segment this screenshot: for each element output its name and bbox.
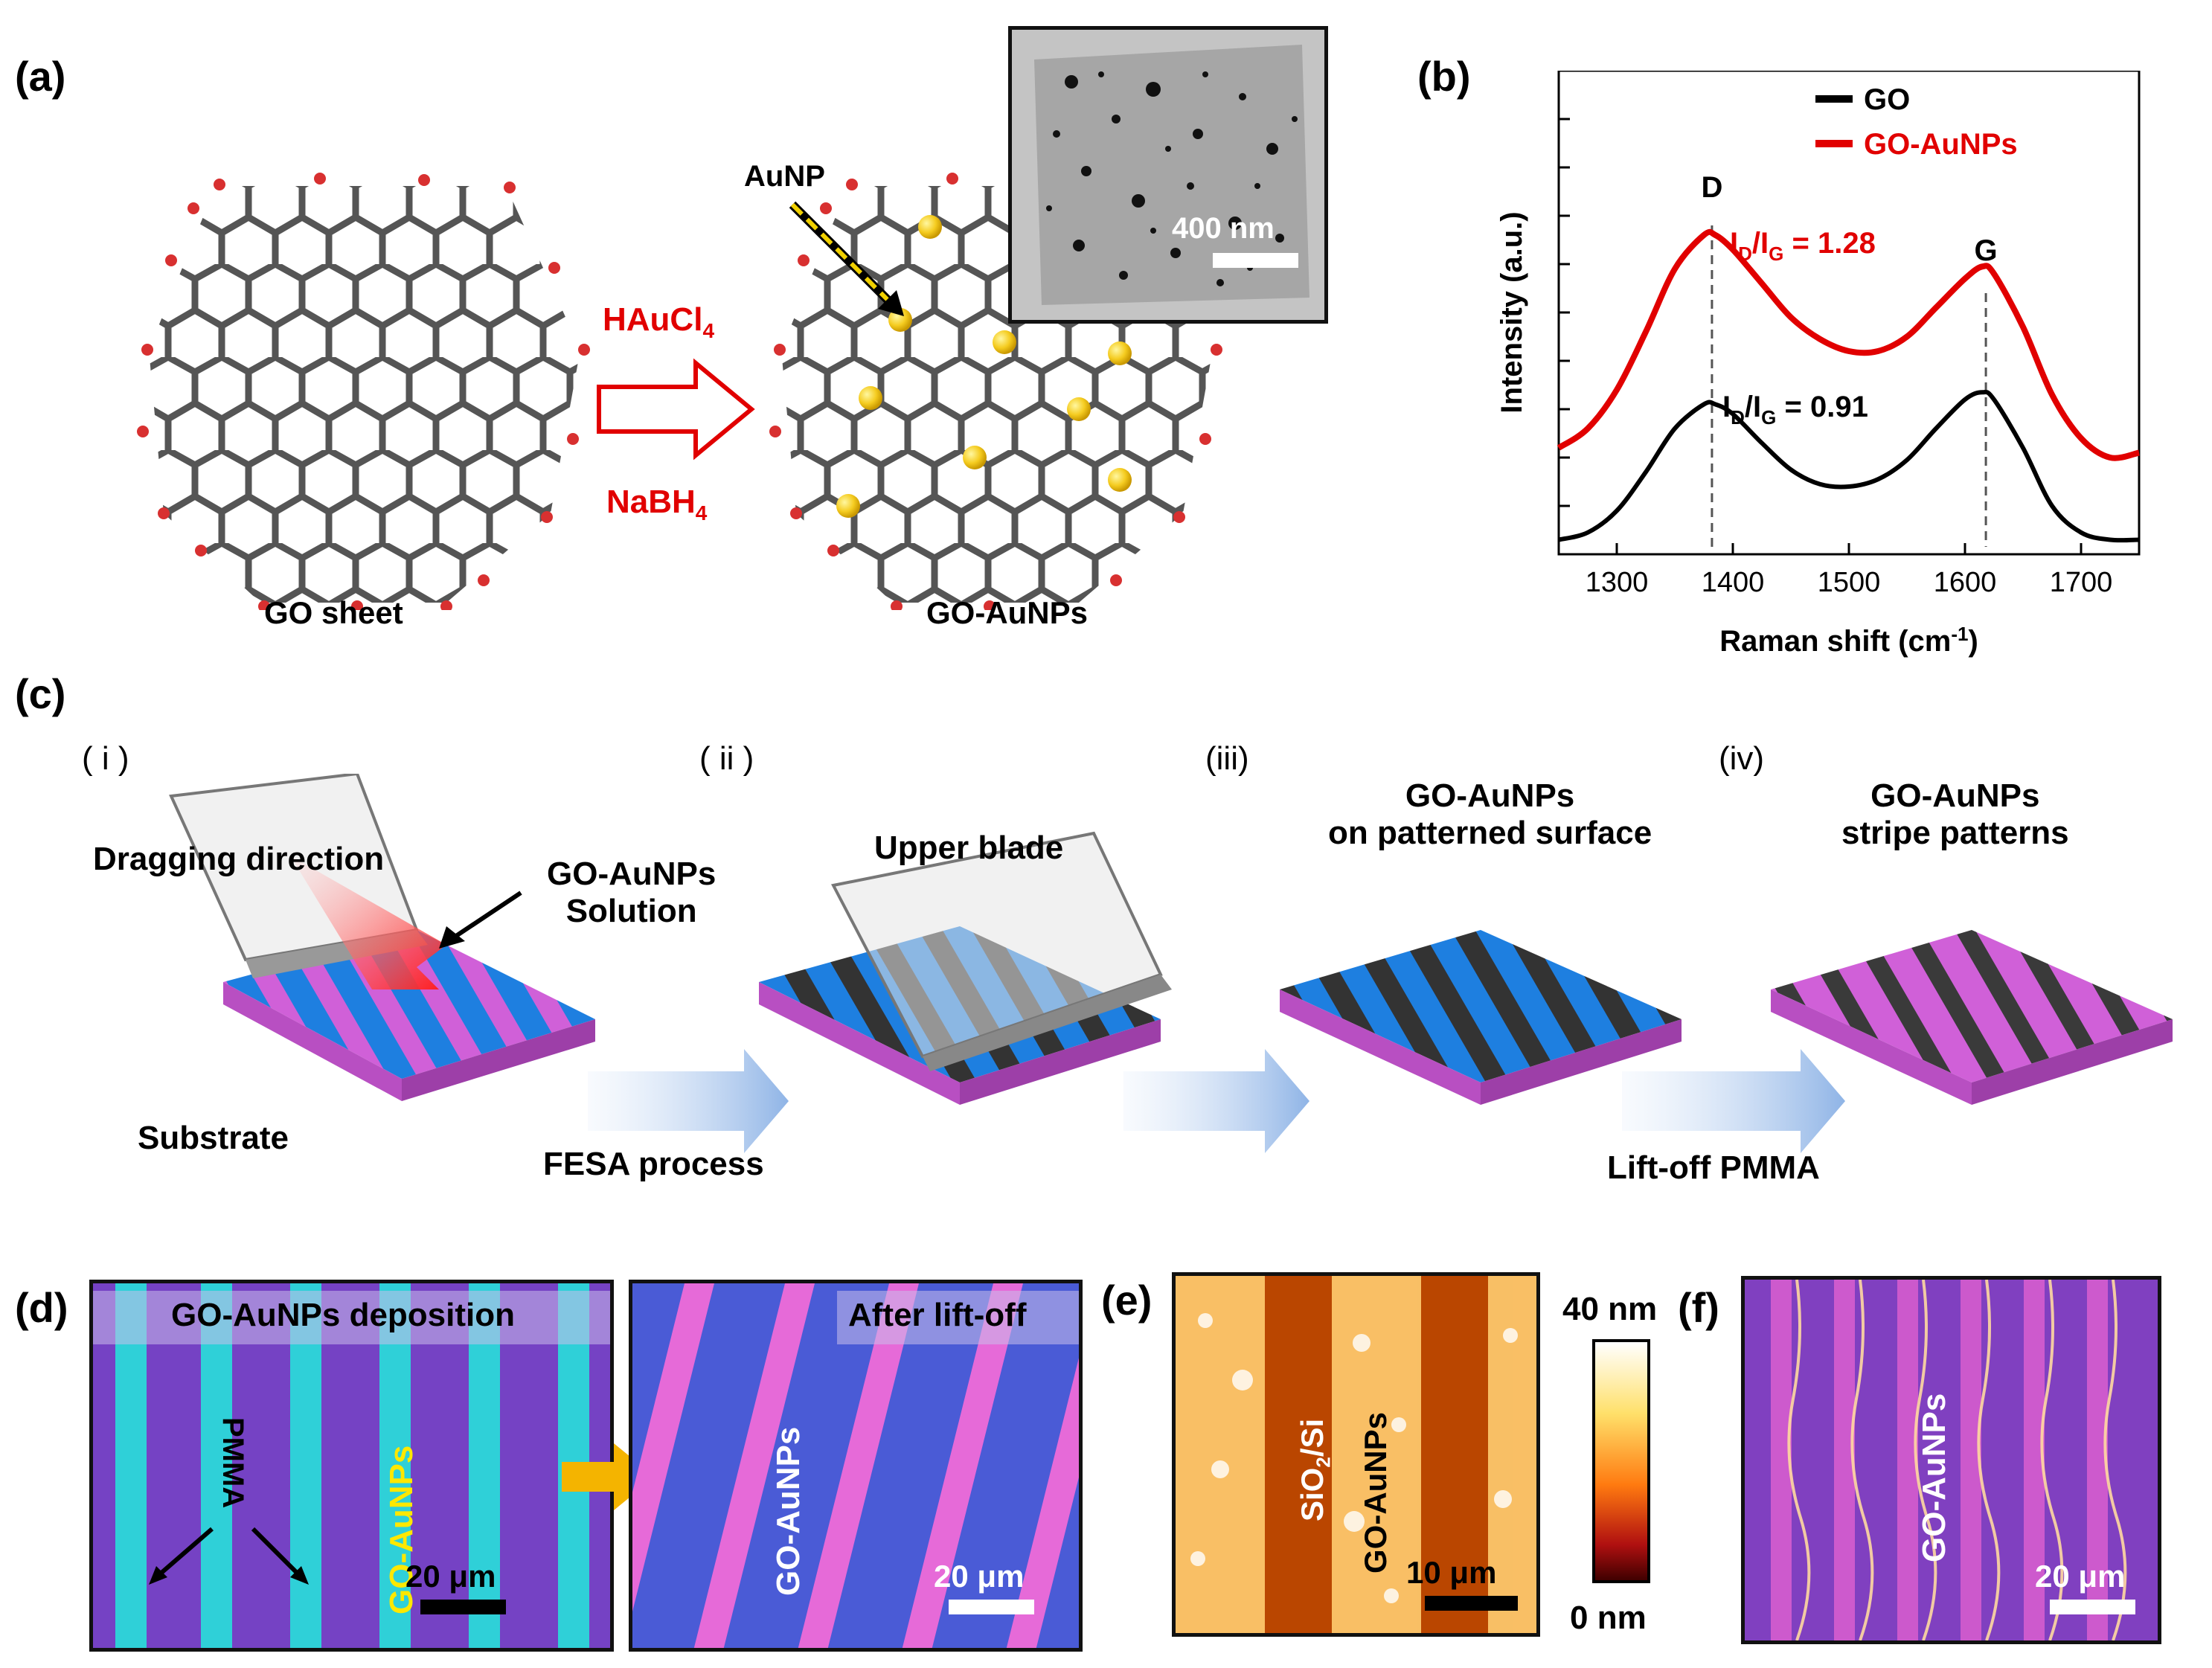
upper-blade-label: Upper blade xyxy=(874,830,1064,866)
reagent-haucl4: HAuCl4 xyxy=(603,301,715,342)
tem-inset: 400 nm xyxy=(1008,26,1328,324)
fesa-schematic xyxy=(169,774,2173,1153)
dragging-direction-label: Dragging direction xyxy=(93,841,385,877)
reagent-nabh4: NaBH4 xyxy=(606,484,708,525)
deposition-title: GO-AuNPs deposition xyxy=(171,1297,515,1333)
panel-label-d: (d) xyxy=(15,1284,68,1331)
series-go-line xyxy=(1558,390,2140,543)
ratio-red-annotation: ID/IG = 1.28 xyxy=(1730,227,1876,265)
step-iii-label: (iii) xyxy=(1205,740,1249,777)
raman-x-ticks: 1300 1400 1500 1600 1700 xyxy=(1586,543,2113,598)
fesa-process-label: FESA process xyxy=(543,1146,764,1182)
colorbar-max-label: 40 nm xyxy=(1562,1291,1658,1327)
aunp-pointer-arrow xyxy=(789,201,904,316)
flow-arrow-2 xyxy=(1123,1049,1309,1153)
x-tick-label: 1300 xyxy=(1586,567,1649,598)
liftoff-title-bg xyxy=(837,1291,1079,1344)
legend-go-aunps-label: GO-AuNPs xyxy=(1864,128,2018,161)
pmma-pointer-arrows xyxy=(149,1527,309,1585)
optical-image-f: GO-AuNPs 20 μm xyxy=(1741,1276,2161,1644)
liftoff-goaunps-label: GO-AuNPs xyxy=(770,1426,807,1596)
liftoff-scale-bar xyxy=(949,1600,1034,1614)
go-sheet-lattice xyxy=(137,173,590,610)
solution-pointer-arrow xyxy=(452,891,522,940)
substrate-step-iii xyxy=(1280,930,1682,1105)
optical-image-deposition: GO-AuNPs deposition PMMA GO-AuNPs 20 μm xyxy=(89,1280,614,1652)
substrate-step-ii xyxy=(759,831,1172,1105)
stripe-patterns-label: GO-AuNPs stripe patterns xyxy=(1841,777,2069,851)
colorbar-min-label: 0 nm xyxy=(1570,1600,1647,1636)
afm-scale-label: 10 μm xyxy=(1406,1555,1497,1590)
peak-d-label: D xyxy=(1701,171,1722,204)
go-sheet-caption: GO sheet xyxy=(264,595,403,630)
substrate-label: Substrate xyxy=(138,1120,289,1156)
deposition-scale-label: 20 μm xyxy=(405,1559,496,1594)
gold-nanoparticles xyxy=(836,215,1132,518)
afm-goaunps-label: GO-AuNPs xyxy=(1358,1411,1393,1574)
x-tick-label: 1500 xyxy=(1818,567,1881,598)
x-tick-label: 1400 xyxy=(1702,567,1765,598)
flow-arrow-3 xyxy=(1622,1049,1845,1153)
step-i-label: ( i ) xyxy=(82,740,129,777)
f-goaunps-label: GO-AuNPs xyxy=(1916,1393,1952,1562)
reaction-arrow xyxy=(597,358,755,461)
afm-image: SiO2/Si GO-AuNPs 10 μm xyxy=(1172,1272,1540,1637)
raman-peak-lines xyxy=(1711,225,1987,547)
peak-g-label: G xyxy=(1975,234,1998,267)
f-scale-bar xyxy=(2050,1600,2135,1614)
aunp-label: AuNP xyxy=(744,160,825,193)
liftoff-pmma-label: Lift-off PMMA xyxy=(1607,1149,1820,1186)
liftoff-scale-label: 20 μm xyxy=(934,1559,1025,1594)
series-go-aunps-line xyxy=(1557,228,2140,461)
tem-image xyxy=(1012,30,1324,320)
step-iv-label: (iv) xyxy=(1719,740,1765,777)
panel-label-a: (a) xyxy=(15,53,66,100)
flow-arrow-1 xyxy=(588,1049,789,1153)
afm-height-map xyxy=(1176,1276,1536,1633)
raman-y-ticks xyxy=(1559,71,1570,507)
optical-image-liftoff: After lift-off GO-AuNPs 20 μm xyxy=(629,1280,1083,1652)
f-stripes-image xyxy=(1745,1280,2158,1640)
legend-go-label: GO xyxy=(1864,83,1910,116)
tem-scale-label: 400 nm xyxy=(1172,212,1275,245)
solution-label: GO-AuNPs Solution xyxy=(547,856,717,929)
substrate-step-i xyxy=(169,774,595,1101)
step-ii-label: ( ii ) xyxy=(699,740,754,777)
panel-label-c: (c) xyxy=(15,670,66,717)
ratio-black-annotation: ID/IG = 0.91 xyxy=(1722,391,1868,429)
x-tick-label: 1700 xyxy=(2050,567,2113,598)
afm-scale-bar xyxy=(1425,1596,1518,1611)
liftoff-title: After lift-off xyxy=(848,1297,1027,1333)
deposition-scale-bar xyxy=(420,1600,506,1614)
afm-colorbar xyxy=(1592,1339,1650,1583)
panel-label-e: (e) xyxy=(1101,1277,1153,1324)
go-aunps-caption: GO-AuNPs xyxy=(926,595,1089,630)
tem-scale-bar xyxy=(1213,253,1298,268)
afm-sio2-label: SiO2/Si xyxy=(1295,1418,1335,1521)
panel-label-b: (b) xyxy=(1417,53,1471,100)
f-scale-label: 20 μm xyxy=(2035,1559,2126,1594)
patterned-surface-label: GO-AuNPs on patterned surface xyxy=(1328,777,1652,851)
raman-x-axis-label: Raman shift (cm-1) xyxy=(1719,623,1978,658)
panel-label-f: (f) xyxy=(1678,1284,1719,1331)
x-tick-label: 1600 xyxy=(1934,567,1997,598)
substrate-step-iv xyxy=(1771,930,2173,1105)
raman-y-axis-label: Intensity (a.u.) xyxy=(1495,211,1528,413)
deposition-title-bg xyxy=(93,1291,610,1344)
raman-chart: 1300 1400 1500 1600 1700 GO GO-AuNPs D G ID/… xyxy=(1495,71,2141,658)
